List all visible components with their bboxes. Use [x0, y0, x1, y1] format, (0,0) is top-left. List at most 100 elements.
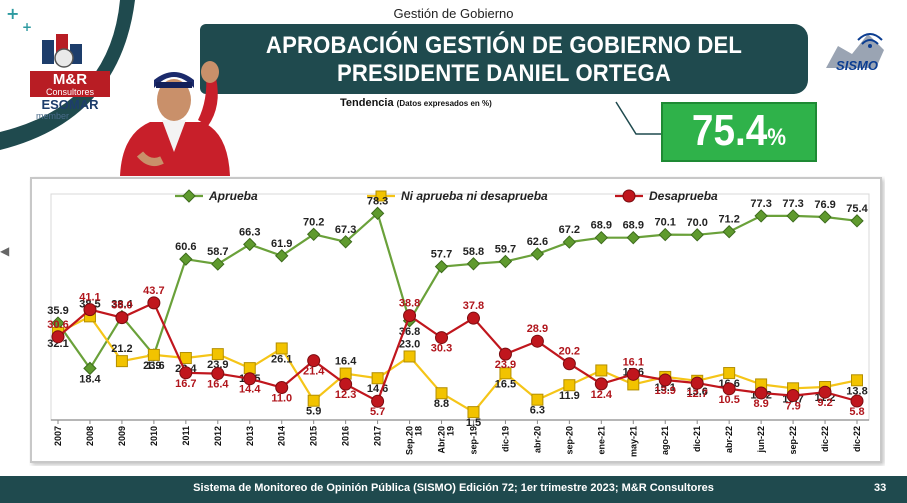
data-point [851, 374, 863, 387]
data-label: 58.8 [463, 246, 484, 258]
tendency-note: (Datos expresados en %) [396, 99, 492, 108]
data-label: 14.6 [367, 383, 388, 395]
data-label: 18.4 [79, 373, 101, 385]
data-label: 78.3 [367, 195, 388, 207]
data-point [403, 309, 417, 323]
x-ticks: 2007 2008 2009 2010 2011 2012 2013 2014 2015 2016… [53, 420, 862, 457]
tick-label: sep-22 [788, 426, 798, 455]
data-point [211, 257, 225, 271]
data-point [370, 206, 385, 221]
data-point [595, 364, 608, 377]
data-label: 76.9 [814, 199, 835, 211]
data-point [722, 382, 736, 396]
data-point [594, 377, 608, 391]
data-point [147, 296, 161, 310]
footer-text: Sistema de Monitoreo de Opinión Pública … [193, 482, 714, 494]
data-label: 61.9 [271, 238, 292, 250]
data-point [466, 257, 481, 271]
data-point [371, 372, 384, 385]
data-label: 12.3 [335, 389, 356, 401]
page-number: 33 [874, 482, 887, 494]
data-label: 13.8 [846, 385, 867, 397]
data-point [562, 357, 576, 371]
member-label: member [36, 111, 70, 121]
data-point [115, 311, 129, 325]
data-point [51, 330, 65, 344]
data-point [626, 367, 640, 381]
highlight-unit: % [767, 124, 787, 151]
data-point [563, 379, 576, 392]
data-label: 41.1 [79, 292, 100, 304]
data-point [179, 252, 193, 266]
data-label: 21.2 [111, 343, 132, 355]
data-label: 38.8 [399, 298, 420, 310]
data-label: 32.1 [47, 338, 68, 350]
data-label: 23.9 [495, 359, 516, 371]
tick-label: dic-22 [852, 426, 862, 452]
tick-label: ago-21 [660, 426, 670, 455]
data-point [275, 342, 288, 355]
tick-label: dic-19 [500, 426, 510, 452]
data-point [403, 350, 416, 363]
data-label: 5.8 [849, 406, 864, 418]
data-point [850, 394, 864, 408]
data-label: 30.6 [47, 319, 68, 331]
data-point [754, 386, 768, 400]
data-point [467, 406, 480, 419]
series-layer: 35.9 18.4 38.4 1.9 60.6 58.7 66.3 61.9 70.2 67.3 7… [47, 195, 868, 429]
data-label: 67.2 [559, 224, 580, 236]
data-label: 11.0 [271, 393, 292, 405]
data-point [531, 393, 544, 406]
data-label: 10.5 [718, 394, 739, 406]
data-label: 38.4 [111, 299, 133, 311]
data-label: 15.1 [655, 382, 676, 394]
footer-bar [0, 476, 907, 503]
tick-label: 2013 [245, 426, 255, 446]
data-point [307, 354, 321, 368]
sismo-label: SISMO [836, 58, 878, 73]
tick-label: ene-21 [596, 426, 606, 455]
legend-label: Ni aprueba ni desaprueba [401, 189, 548, 203]
data-point [275, 381, 289, 395]
data-label: 43.7 [143, 285, 164, 297]
data-label: 67.3 [335, 224, 356, 236]
data-point [530, 247, 545, 261]
data-point [179, 366, 193, 380]
data-point [690, 376, 704, 390]
data-label: 23.6 [143, 360, 164, 372]
tendency-title: Tendencia [340, 97, 394, 109]
data-point [723, 367, 736, 380]
esomar-label: ESOMAR [41, 97, 99, 112]
tick-label: 2010 [149, 426, 159, 446]
data-point [818, 385, 832, 399]
data-label: 26.1 [271, 353, 292, 365]
data-point [179, 352, 192, 365]
data-point [658, 227, 672, 242]
data-point [722, 225, 736, 239]
trend-chart: Aprueba Ni aprueba ni desaprueba Desaprueb… [30, 177, 882, 463]
data-point [307, 394, 320, 407]
data-point [435, 331, 449, 345]
data-point [211, 367, 225, 381]
legend-label: Desaprueba [649, 189, 718, 203]
legend-label: Aprueba [208, 189, 258, 203]
data-label: 13.9 [655, 385, 676, 397]
mr-name: M&R [30, 71, 110, 89]
data-point [339, 367, 352, 380]
data-label: 58.7 [207, 246, 228, 258]
legend-item: Ni aprueba ni desaprueba [367, 189, 548, 203]
tick-label: abr-22 [724, 426, 734, 453]
tick-label: 2017 [373, 426, 383, 446]
data-point [371, 394, 385, 408]
data-point [211, 348, 224, 361]
tick-label: 2007 [53, 426, 63, 446]
series-aprueba: 35.9 18.4 38.4 1.9 60.6 58.7 66.3 61.9 70.2 67.3 7… [47, 195, 868, 385]
highlight-box [661, 102, 817, 162]
tick-label: jun-22 [756, 426, 766, 454]
prev-slide-icon[interactable]: ◀ [0, 244, 10, 258]
highlight-value: 75.4% [670, 106, 807, 156]
mr-subtitle: Consultores [30, 87, 110, 97]
data-label: 8.8 [434, 398, 449, 410]
legend-item: Desaprueba [615, 189, 718, 203]
data-point [243, 362, 256, 375]
